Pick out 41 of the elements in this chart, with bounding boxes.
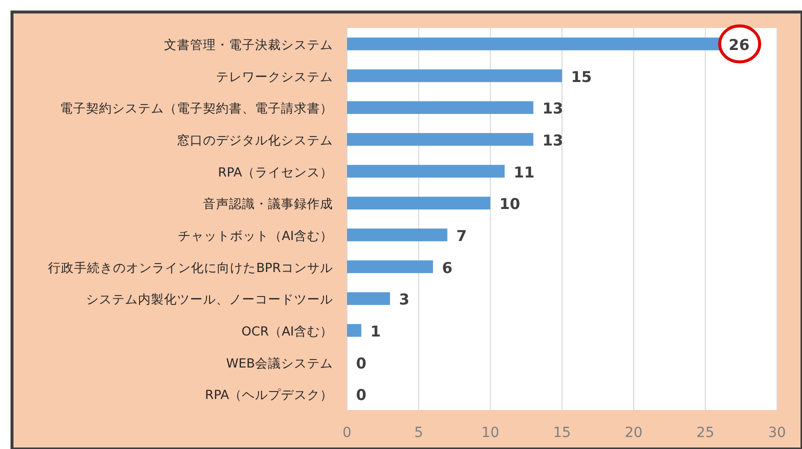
x-tick-label: 10 (481, 425, 500, 441)
y-tick-label: 音声認識・議事録作成 (203, 196, 333, 212)
bar (347, 101, 534, 114)
y-tick-label: RPA（ライセンス） (218, 164, 333, 180)
x-tick-label: 30 (768, 425, 786, 441)
y-tick-label: システム内製化ツール、ノーコードツール (86, 292, 333, 307)
bar (347, 260, 433, 274)
bar (347, 164, 505, 178)
bar (347, 292, 390, 305)
y-tick-label: テレワークシステム (216, 68, 333, 84)
data-label: 13 (542, 100, 564, 118)
bar (347, 196, 490, 210)
y-tick-label: WEB会議システム (226, 355, 333, 370)
data-label: 26 (728, 36, 750, 54)
y-tick-label: 電子契約システム（電子契約書、電子請求書） (60, 100, 333, 116)
y-tick-label: チャットボット（AI含む） (178, 228, 333, 243)
bar (347, 324, 362, 337)
bar (347, 69, 562, 82)
y-tick-label: 窓口のデジタル化システム (177, 132, 333, 148)
y-tick-label: RPA（ヘルプデスク） (205, 387, 333, 402)
data-label: 13 (542, 131, 564, 150)
y-tick-label: 文書管理・電子決裁システム (164, 36, 333, 52)
data-label: 10 (499, 195, 520, 214)
data-label: 15 (571, 68, 592, 86)
bar (347, 38, 720, 50)
y-tick-label: OCR（AI含む） (242, 323, 333, 338)
data-label: 1 (370, 322, 381, 340)
x-tick-label: 15 (553, 425, 571, 441)
data-label: 0 (356, 354, 366, 372)
data-label: 3 (399, 290, 410, 309)
x-tick-label: 0 (342, 425, 352, 441)
x-tick-label: 25 (696, 425, 714, 441)
x-tick-label: 20 (624, 425, 643, 441)
data-label: 7 (456, 226, 467, 245)
data-label: 6 (442, 258, 452, 277)
data-label: 11 (514, 163, 535, 182)
bar (347, 228, 448, 242)
data-label: 0 (356, 386, 366, 404)
y-tick-label: 行政手続きのオンライン化に向けたBPRコンサル (48, 260, 333, 275)
x-tick-label: 5 (414, 425, 424, 441)
bar (347, 133, 534, 146)
